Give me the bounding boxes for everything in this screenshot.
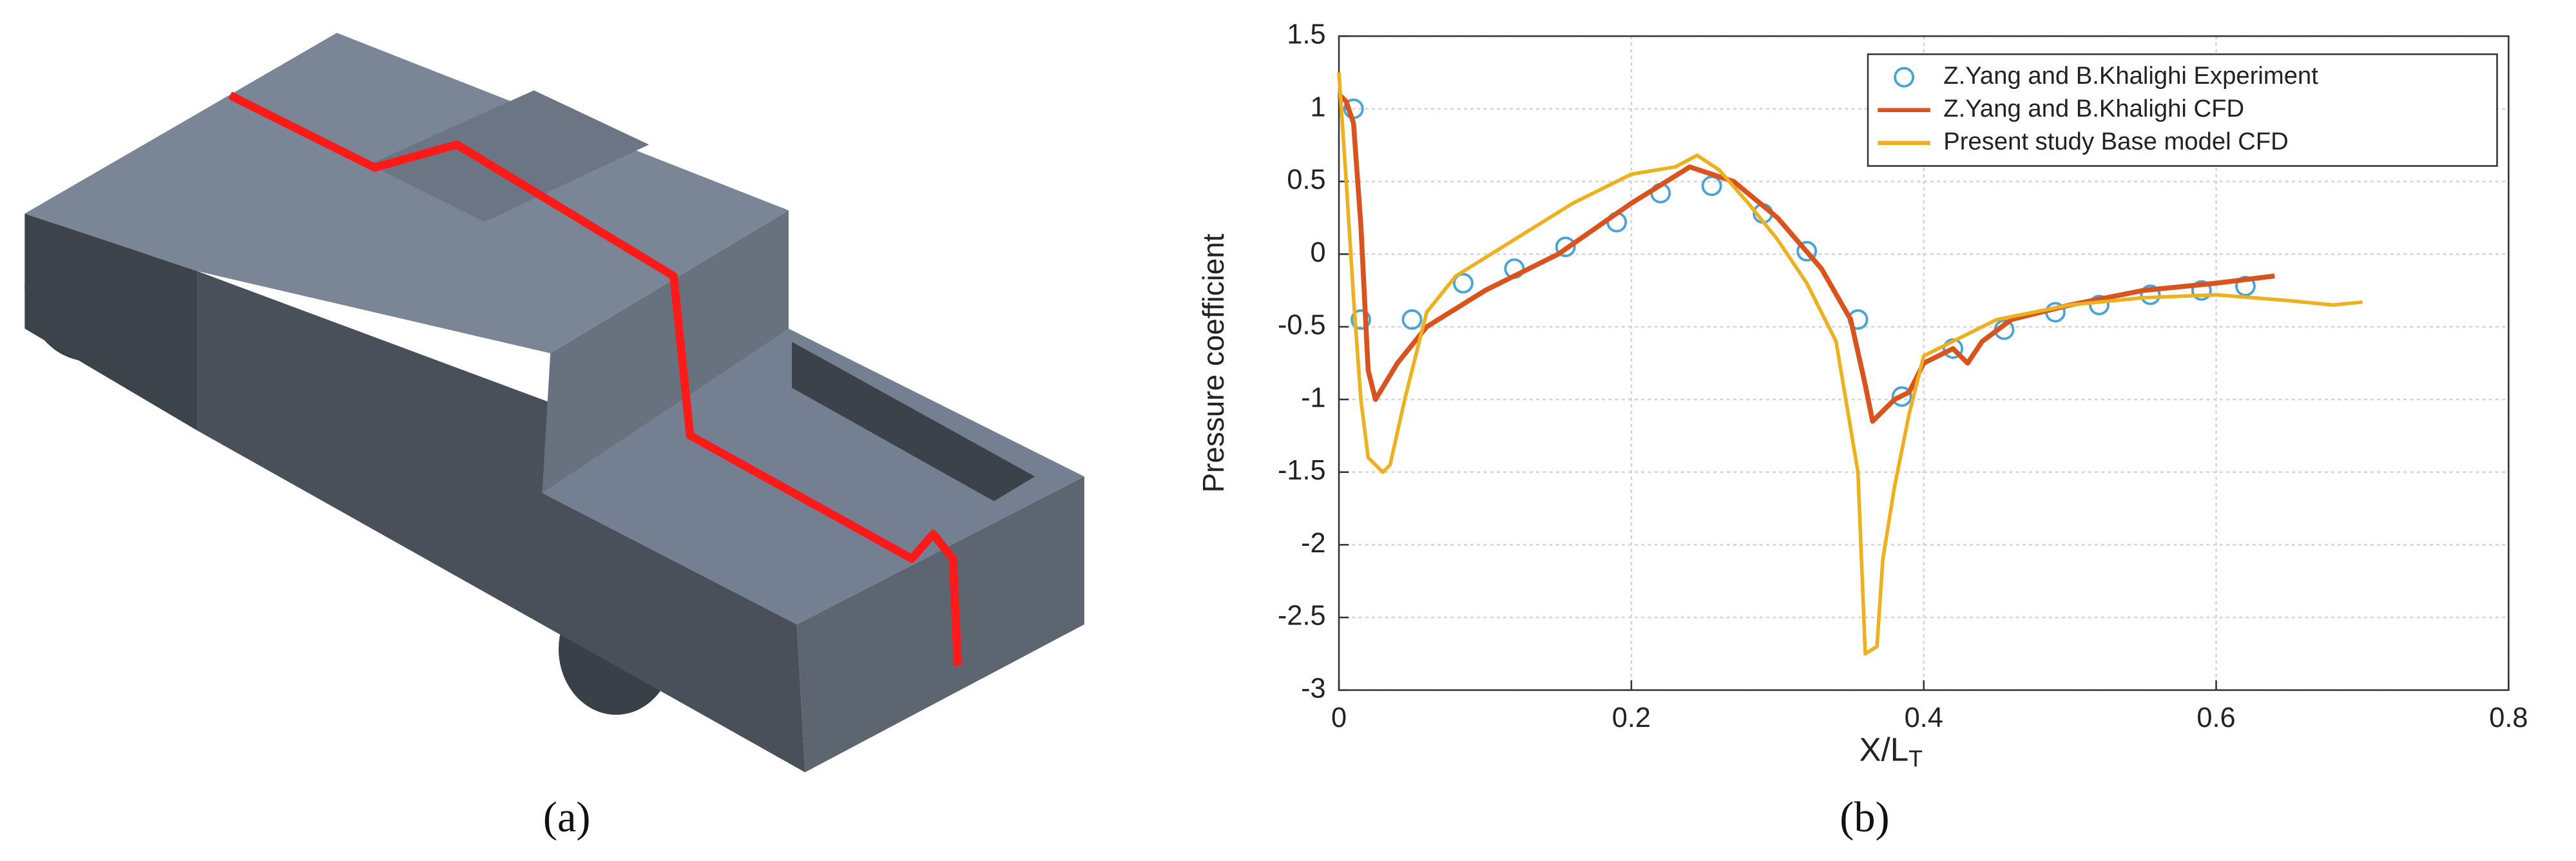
data-point xyxy=(1555,237,1576,258)
data-point xyxy=(1796,240,1818,262)
y-tick-label: -2.5 xyxy=(1278,601,1326,632)
legend-box xyxy=(1867,53,2498,167)
y-axis-label: Pressure coefficient xyxy=(1197,233,1230,492)
y-tick-label: -3 xyxy=(1301,673,1326,704)
y-tick-label: 0.5 xyxy=(1287,164,1325,195)
legend-label: Z.Yang and B.Khalighi CFD xyxy=(1943,95,2244,122)
x-tick-label: 0.6 xyxy=(2196,702,2235,733)
y-tick-label: -0.5 xyxy=(1278,310,1326,341)
data-point xyxy=(1401,309,1423,330)
data-point xyxy=(1891,386,1912,407)
panel-label: (b) xyxy=(1840,794,1889,841)
panel-label: (a) xyxy=(543,794,591,841)
x-tick-label: 0.8 xyxy=(2489,702,2528,733)
y-tick-label: 1.5 xyxy=(1287,19,1325,50)
data-point xyxy=(2089,295,2110,316)
series-line xyxy=(1337,92,2275,424)
data-point xyxy=(2140,284,2161,305)
car-model xyxy=(24,32,1084,773)
y-tick-label: 1 xyxy=(1311,92,1326,122)
y-tick-label: -1 xyxy=(1301,382,1326,413)
x-axis-label: X/LT xyxy=(1860,731,1923,772)
data-point xyxy=(2235,276,2256,296)
legend-label: Present study Base model CFD xyxy=(1943,128,2289,155)
data-point xyxy=(1452,273,1474,294)
y-tick-label: -2 xyxy=(1301,528,1326,559)
data-point xyxy=(2191,280,2212,301)
legend-label: Z.Yang and B.Khalighi Experiment xyxy=(1943,62,2318,90)
chart: -3 -2.5 -2 -1.5 -1 -0.5 0 0.5 1 1.5 0 0.2 0.4 0.6 0.8 X… xyxy=(1197,19,2528,772)
x-axis-label-sub: T xyxy=(1908,746,1923,772)
x-tick-label: 0.2 xyxy=(1612,702,1651,733)
y-tick-label: -1.5 xyxy=(1278,455,1326,486)
data-point xyxy=(1350,309,1372,330)
plot-frame xyxy=(1338,35,2510,692)
y-tick-label: 0 xyxy=(1311,237,1326,268)
legend-marker xyxy=(1894,66,1915,88)
x-axis-label-main: X/L xyxy=(1860,731,1909,768)
x-tick-label: 0 xyxy=(1331,702,1347,733)
x-tick-label: 0.4 xyxy=(1905,702,1943,733)
series-line xyxy=(1337,72,2363,656)
